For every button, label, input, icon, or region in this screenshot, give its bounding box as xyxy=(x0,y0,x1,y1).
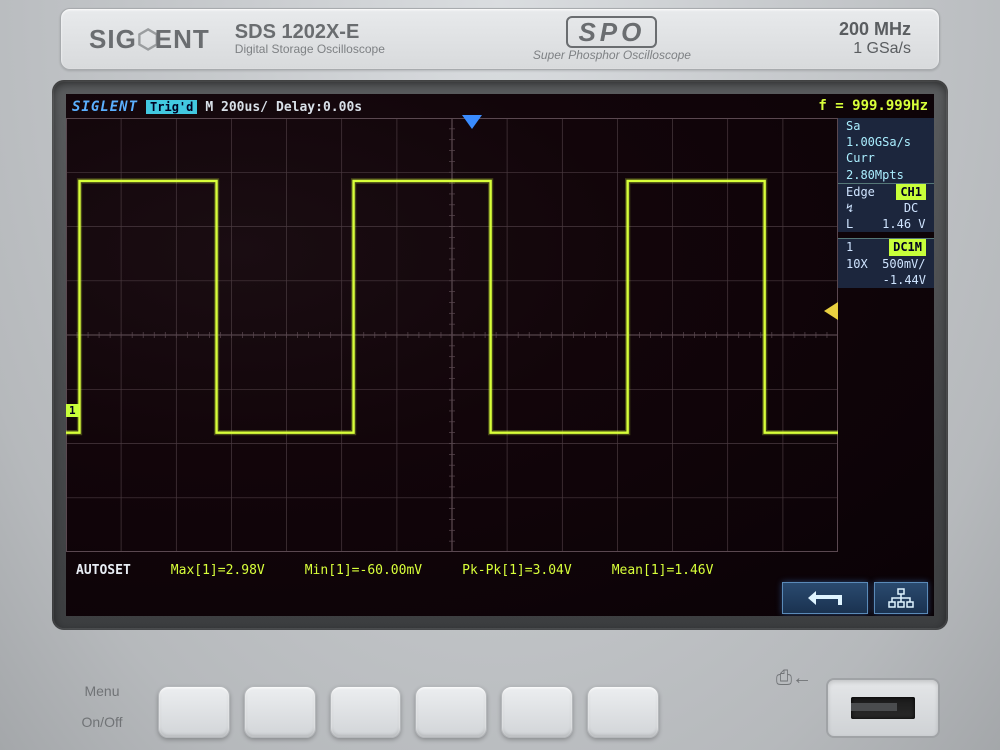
memory-depth-readout: Curr 2.80Mpts xyxy=(842,150,930,182)
channel-number: 1 xyxy=(846,240,853,254)
volts-per-div: 500mV/ xyxy=(882,257,925,271)
brand-logo: SIG⬡ENT xyxy=(89,24,210,55)
physical-button-6[interactable] xyxy=(587,686,659,738)
screen-recess: SIGLENT Trig'd M 200us/ Delay:0.00s f = … xyxy=(52,80,948,630)
measurement-pkpk: Pk-Pk[1]=3.04V xyxy=(462,563,572,578)
usb-port[interactable] xyxy=(826,678,940,738)
physical-button-5[interactable] xyxy=(501,686,573,738)
frequency-readout: f = 999.999Hz xyxy=(818,98,928,114)
measurement-row: AUTOSET Max[1]=2.98V Min[1]=-60.00mV Pk-… xyxy=(76,560,924,580)
back-button[interactable] xyxy=(782,582,868,614)
physical-button-row: Menu On/Off xyxy=(60,652,940,738)
timebase-readout: M 200us/ xyxy=(205,100,268,115)
status-bar: SIGLENT Trig'd M 200us/ Delay:0.00s f = … xyxy=(72,96,934,118)
trigger-level-marker-icon[interactable] xyxy=(824,302,838,320)
lcd-brand: SIGLENT xyxy=(72,99,138,115)
trigger-status-badge: Trig'd xyxy=(146,100,197,114)
right-info-column: Sa 1.00GSa/s Curr 2.80Mpts Edge CH1 ↯ DC … xyxy=(838,118,934,288)
physical-button-4[interactable] xyxy=(415,686,487,738)
trigger-source-badge: CH1 xyxy=(896,184,926,200)
bezel-top-panel: SIG⬡ENT SDS 1202X-E Digital Storage Osci… xyxy=(60,8,940,70)
trigger-coupling: DC xyxy=(904,201,918,215)
menu-tree-button[interactable] xyxy=(874,582,928,614)
freq-value: 999.999Hz xyxy=(852,98,928,114)
freq-label: f = xyxy=(818,98,843,114)
model-number: SDS 1202X-E xyxy=(235,22,385,43)
autoset-label: AUTOSET xyxy=(76,563,131,578)
trigger-slope-icon: ↯ xyxy=(846,201,853,215)
channel-info-box[interactable]: 1 DC1M 10X 500mV/ -1.44V xyxy=(838,238,934,288)
lcd-screen: SIGLENT Trig'd M 200us/ Delay:0.00s f = … xyxy=(66,94,934,616)
delay-readout: Delay:0.00s xyxy=(276,100,362,115)
channel-offset: -1.44V xyxy=(842,272,930,288)
side-button-labels: Menu On/Off xyxy=(60,676,144,738)
sample-rate-readout: Sa 1.00GSa/s xyxy=(842,118,930,150)
measurement-max: Max[1]=2.98V xyxy=(171,563,265,578)
waveform-display[interactable] xyxy=(66,118,838,552)
trigger-info-box[interactable]: Edge CH1 ↯ DC L 1.46 V xyxy=(838,183,934,233)
physical-button-2[interactable] xyxy=(244,686,316,738)
physical-button-1[interactable] xyxy=(158,686,230,738)
spec-block: 200 MHz 1 GSa/s xyxy=(839,20,911,57)
spo-block: SPO Super Phosphor Oscilloscope xyxy=(410,16,814,63)
trigger-type-label: Edge xyxy=(846,185,875,199)
usb-icon: ⎙← xyxy=(776,667,812,690)
spo-logo: SPO xyxy=(566,16,657,49)
spo-subtitle: Super Phosphor Oscilloscope xyxy=(410,48,814,62)
channel-impedance-badge: DC1M xyxy=(889,239,926,255)
probe-ratio: 10X xyxy=(846,257,868,271)
softkey-row xyxy=(782,582,928,614)
onoff-label: On/Off xyxy=(60,707,144,738)
samplerate-spec: 1 GSa/s xyxy=(839,40,911,58)
trigger-level-value: 1.46 V xyxy=(882,217,925,231)
physical-button-3[interactable] xyxy=(330,686,402,738)
menu-label: Menu xyxy=(60,676,144,707)
bandwidth-spec: 200 MHz xyxy=(839,20,911,40)
channel-ground-marker[interactable]: 1 xyxy=(66,404,79,417)
model-block: SDS 1202X-E Digital Storage Oscilloscope xyxy=(235,22,385,56)
measurement-mean: Mean[1]=1.46V xyxy=(612,563,714,578)
model-subtitle: Digital Storage Oscilloscope xyxy=(235,43,385,56)
trigger-level-label: L xyxy=(846,217,853,231)
measurement-min: Min[1]=-60.00mV xyxy=(305,563,422,578)
